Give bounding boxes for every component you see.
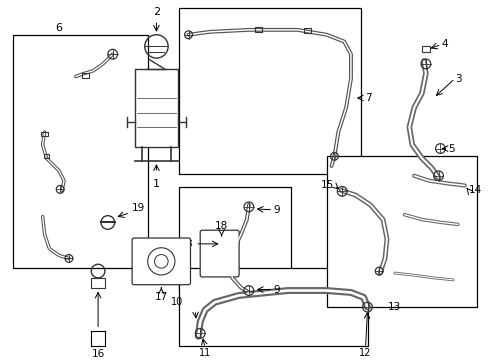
Text: 5: 5 <box>447 144 454 153</box>
Text: 6: 6 <box>56 23 62 33</box>
Text: 8: 8 <box>185 239 192 249</box>
Bar <box>41 131 48 136</box>
Text: 18: 18 <box>215 221 228 231</box>
Bar <box>91 278 104 288</box>
Text: 10: 10 <box>171 297 183 307</box>
Text: 9: 9 <box>273 205 279 215</box>
Bar <box>179 188 290 292</box>
Text: 14: 14 <box>468 185 481 195</box>
Text: 16: 16 <box>91 349 104 359</box>
Text: 13: 13 <box>387 302 401 312</box>
Bar <box>421 46 429 52</box>
Bar <box>303 28 310 33</box>
FancyBboxPatch shape <box>132 238 190 285</box>
Text: 19: 19 <box>132 203 145 213</box>
Bar <box>135 69 178 147</box>
Text: 12: 12 <box>359 348 371 358</box>
FancyBboxPatch shape <box>200 230 239 277</box>
Text: 17: 17 <box>154 292 167 302</box>
Text: 2: 2 <box>153 7 160 17</box>
Bar <box>82 73 89 78</box>
Bar <box>326 156 476 307</box>
Text: 11: 11 <box>199 348 211 358</box>
Text: 4: 4 <box>441 40 447 49</box>
Text: 1: 1 <box>153 179 160 189</box>
Bar <box>43 154 49 158</box>
Text: 3: 3 <box>454 73 461 84</box>
Text: 15: 15 <box>321 180 334 190</box>
Bar <box>179 9 360 174</box>
Bar <box>14 35 147 268</box>
Text: 7: 7 <box>365 93 371 103</box>
Bar <box>179 268 368 346</box>
Bar <box>255 27 262 32</box>
Text: 9: 9 <box>273 284 279 294</box>
